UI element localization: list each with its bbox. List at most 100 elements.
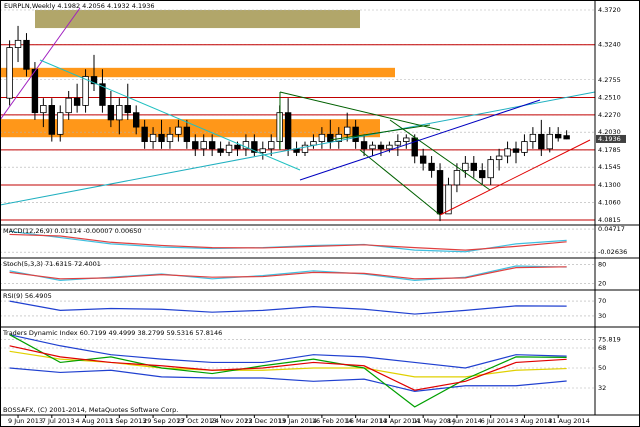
y-tick-label: 0.04717 — [598, 225, 625, 233]
panel-title: MACD(12,26,9) 0.01114 -0.00007 0.00650 — [3, 227, 142, 235]
candle-body — [23, 39, 30, 70]
candle-body — [495, 155, 503, 161]
candle-body — [31, 68, 39, 114]
candle-body — [470, 162, 477, 171]
trend-lines — [0, 7, 596, 216]
y-tick-label: 4.0815 — [598, 216, 621, 224]
candle-body — [563, 135, 570, 140]
x-tick-label: 27 Oct 2013 — [177, 417, 217, 425]
panel-title: RSI(9) 56.4905 — [3, 292, 52, 300]
y-tick-label: 70 — [598, 297, 606, 305]
x-tick-label: 13 Apr 2014 — [379, 417, 419, 425]
trend-line — [389, 119, 491, 191]
candle-body — [403, 137, 410, 142]
y-tick-label: 4.1300 — [598, 181, 621, 189]
y-tick-label: 4.3240 — [598, 41, 621, 49]
x-tick-label: 31 Aug 2014 — [548, 417, 590, 425]
candle-body — [352, 126, 359, 142]
candle-body — [284, 112, 292, 150]
candle-body — [90, 76, 98, 85]
trend-line — [329, 124, 431, 141]
x-tick-label: 16 Feb 2014 — [312, 417, 352, 425]
candle-body — [369, 144, 376, 150]
x-tick-label: 16 Mar 2014 — [346, 417, 387, 425]
candle-body — [327, 133, 334, 142]
candle-body — [14, 39, 22, 48]
candle-body — [504, 148, 511, 157]
candle-body — [555, 133, 562, 139]
candle-body — [166, 133, 174, 142]
x-tick-label: 9 Jun 2013 — [8, 417, 43, 425]
trend-line — [39, 59, 301, 171]
plot-layer — [0, 9, 640, 408]
x-tick-label: 3 Aug 2014 — [514, 417, 552, 425]
candle-body — [234, 144, 241, 150]
candle-body — [57, 112, 64, 135]
candle-body — [192, 141, 199, 150]
current-price-box — [596, 134, 626, 143]
candle-body — [116, 105, 123, 121]
candle-body — [73, 97, 81, 106]
candle-body — [225, 144, 233, 153]
candle-body — [419, 155, 427, 164]
candle-body — [141, 126, 148, 142]
y-tick-label: 80 — [598, 260, 606, 268]
candle-body — [65, 97, 72, 114]
y-tick-label: 4.1785 — [598, 146, 621, 154]
y-tick-label: 4.1060 — [598, 198, 621, 206]
indicator-line — [9, 334, 567, 408]
trend-line — [279, 91, 441, 131]
candle-body — [529, 133, 537, 142]
x-tick-label: 22 Dec 2013 — [244, 417, 286, 425]
panel-title: Stoch(5,3,3) 71.6315 72.4001 — [3, 260, 101, 268]
x-tick-label: 6 Jul 2014 — [481, 417, 514, 425]
x-tick-label: 24 Nov 2013 — [211, 417, 253, 425]
candle-body — [386, 144, 393, 150]
y-tick-label: -0.02636 — [598, 248, 627, 256]
candle-body — [200, 141, 207, 150]
candle-body — [259, 148, 266, 153]
y-tick-label: 4.1545 — [598, 163, 621, 171]
candle-body — [546, 133, 553, 150]
x-tick-label: 11 May 2014 — [413, 417, 455, 425]
candle-body — [107, 105, 115, 121]
y-tick-label: 30 — [598, 312, 606, 320]
candle-body — [242, 141, 250, 150]
candle-body — [521, 141, 528, 153]
candle-body — [6, 47, 13, 99]
zone — [35, 9, 360, 29]
indicator-line — [9, 367, 567, 392]
candle-body — [377, 144, 385, 150]
indicator-line — [9, 230, 567, 253]
candle-body — [82, 76, 89, 106]
candle-body — [208, 141, 216, 150]
candle-body — [158, 133, 165, 142]
candle-body — [48, 105, 55, 135]
panel-title: Traders Dynamic Index 60.7199 49.4999 38… — [2, 329, 222, 337]
candle-body — [149, 133, 157, 142]
indicator-line — [9, 345, 567, 391]
x-tick-label: 7 Jul 2013 — [42, 417, 75, 425]
candle-body — [99, 83, 106, 106]
candle-body — [453, 170, 461, 186]
y-tick-label: 4.2270 — [598, 111, 621, 119]
candle-body — [462, 162, 469, 171]
candle-body — [318, 133, 326, 142]
candle-body — [487, 159, 494, 179]
zone — [0, 67, 395, 78]
y-tick-label: 4.3720 — [598, 6, 621, 14]
candle-body — [411, 137, 418, 157]
y-tick-label: 4.2510 — [598, 93, 621, 101]
candle-body — [360, 141, 368, 150]
candle-body — [183, 126, 191, 142]
candle-body — [394, 141, 402, 146]
candle-body — [301, 144, 309, 153]
y-tick-label: 4.2755 — [598, 76, 621, 84]
current-price: 4.1936 — [598, 135, 621, 143]
y-tick-label: 75.819 — [598, 335, 621, 343]
trend-line — [359, 149, 441, 216]
candle-body — [175, 126, 182, 135]
chart-title: EURPLN,Weekly 4.1982 4.2056 4.1932 4.193… — [4, 2, 155, 10]
